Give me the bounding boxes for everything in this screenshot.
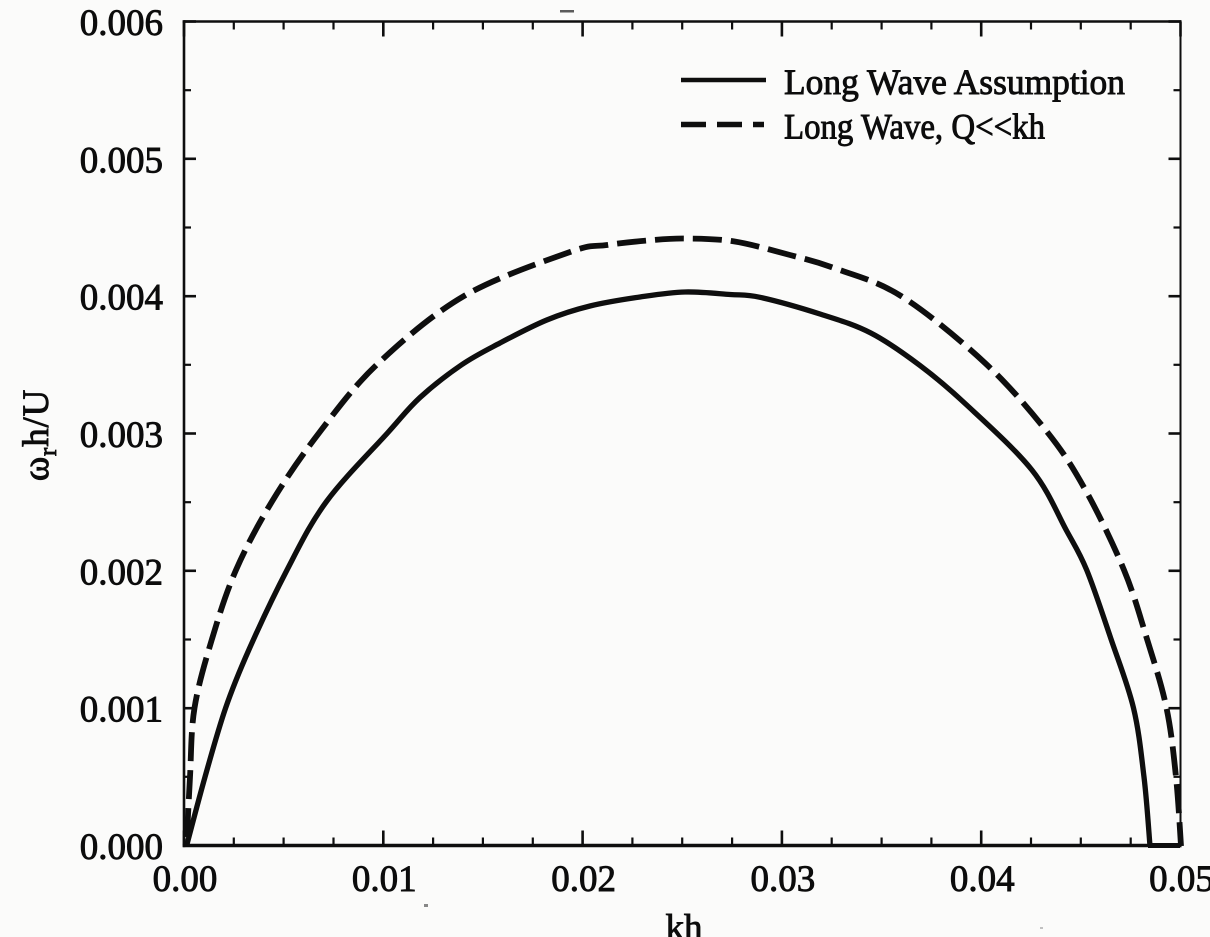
svg-text:0.006: 0.006 <box>80 3 163 44</box>
svg-text:0.05: 0.05 <box>1149 859 1210 900</box>
svg-text:0.001: 0.001 <box>80 690 163 731</box>
svg-text:0.02: 0.02 <box>551 859 616 900</box>
svg-text:Long Wave, Q<<kh: Long Wave, Q<<kh <box>784 107 1045 147</box>
svg-text:0.000: 0.000 <box>80 827 163 868</box>
svg-text:Long Wave Assumption: Long Wave Assumption <box>784 62 1125 102</box>
svg-text:0.01: 0.01 <box>352 859 417 900</box>
svg-text:kh: kh <box>666 907 703 937</box>
svg-text:0.004: 0.004 <box>80 278 163 319</box>
svg-text:0.04: 0.04 <box>950 859 1015 900</box>
svg-text:ωrh/U: ωrh/U <box>16 389 62 481</box>
svg-text:0.002: 0.002 <box>80 552 163 593</box>
svg-text:0.003: 0.003 <box>80 415 163 456</box>
svg-text:0.03: 0.03 <box>751 859 816 900</box>
svg-text:0.005: 0.005 <box>80 140 163 181</box>
svg-text:0.00: 0.00 <box>153 859 218 900</box>
